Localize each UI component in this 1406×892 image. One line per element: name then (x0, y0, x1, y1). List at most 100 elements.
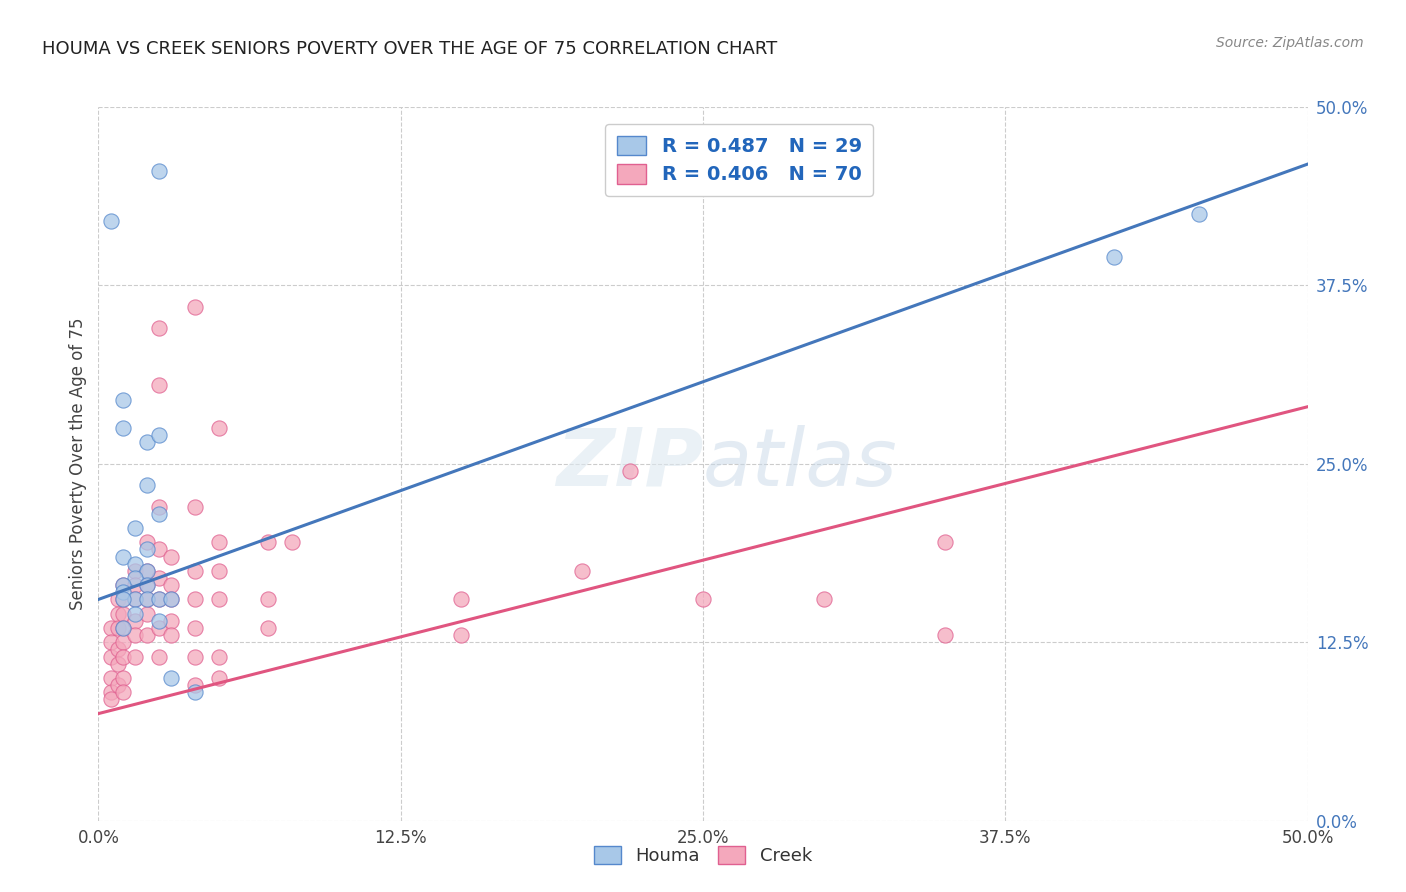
Point (450, 592, 472, 607)
Point (281, 535, 304, 549)
Point (100, 692, 122, 706)
Point (135, 564, 157, 578)
Point (135, 578, 157, 592)
Point (107, 621, 129, 635)
Point (184, 678, 207, 692)
Point (111, 671, 134, 685)
Point (692, 592, 714, 607)
Point (111, 685, 134, 699)
Point (111, 621, 134, 635)
Point (208, 421, 231, 435)
Point (111, 578, 134, 592)
Point (148, 614, 170, 628)
Point (160, 592, 183, 607)
Point (124, 571, 146, 585)
Point (111, 392, 134, 407)
Point (100, 649, 122, 664)
Point (813, 592, 835, 607)
Point (184, 685, 207, 699)
Point (184, 592, 207, 607)
Point (184, 564, 207, 578)
Point (160, 671, 183, 685)
Point (135, 478, 157, 492)
Point (111, 592, 134, 607)
Point (124, 521, 146, 535)
Point (148, 621, 170, 635)
Point (148, 571, 170, 585)
Point (111, 649, 134, 664)
Text: HOUMA VS CREEK SENIORS POVERTY OVER THE AGE OF 75 CORRELATION CHART: HOUMA VS CREEK SENIORS POVERTY OVER THE … (42, 40, 778, 58)
Point (208, 649, 231, 664)
Point (111, 607, 134, 621)
Point (148, 649, 170, 664)
Point (208, 535, 231, 549)
Point (107, 592, 129, 607)
Point (571, 564, 593, 578)
Point (107, 642, 129, 657)
Text: atlas: atlas (703, 425, 898, 503)
Point (124, 649, 146, 664)
Point (619, 464, 641, 478)
Point (148, 428, 170, 442)
Point (256, 592, 278, 607)
Point (934, 628, 956, 642)
Point (124, 578, 146, 592)
Point (100, 685, 122, 699)
Point (107, 678, 129, 692)
Point (148, 592, 170, 607)
Point (135, 607, 157, 621)
Point (450, 628, 472, 642)
Point (135, 628, 157, 642)
Text: Source: ZipAtlas.com: Source: ZipAtlas.com (1216, 36, 1364, 50)
Point (107, 607, 129, 621)
Point (100, 671, 122, 685)
Point (148, 321, 170, 335)
Point (934, 535, 956, 549)
Point (160, 614, 183, 628)
Point (111, 585, 134, 599)
Point (148, 542, 170, 557)
Point (124, 592, 146, 607)
Point (1102, 250, 1125, 264)
Point (135, 535, 157, 549)
Point (148, 592, 170, 607)
Point (124, 592, 146, 607)
Point (1188, 207, 1211, 221)
Point (135, 592, 157, 607)
Point (124, 614, 146, 628)
Point (256, 535, 278, 549)
Point (135, 592, 157, 607)
Point (256, 621, 278, 635)
Point (184, 621, 207, 635)
Point (148, 500, 170, 514)
Point (100, 214, 122, 228)
Point (111, 578, 134, 592)
Point (135, 564, 157, 578)
Point (135, 578, 157, 592)
Point (100, 621, 122, 635)
Point (148, 378, 170, 392)
Point (124, 607, 146, 621)
Point (160, 578, 183, 592)
Point (124, 557, 146, 571)
Point (111, 592, 134, 607)
Point (208, 564, 231, 578)
Point (111, 621, 134, 635)
Point (208, 592, 231, 607)
Point (148, 164, 170, 178)
Point (160, 549, 183, 564)
Point (135, 542, 157, 557)
Point (184, 300, 207, 314)
Point (208, 671, 231, 685)
Point (148, 507, 170, 521)
Text: ZIP: ZIP (555, 425, 703, 503)
Point (160, 628, 183, 642)
Point (107, 657, 129, 671)
Point (100, 635, 122, 649)
Point (111, 421, 134, 435)
Point (184, 500, 207, 514)
Point (124, 564, 146, 578)
Point (160, 592, 183, 607)
Point (135, 435, 157, 450)
Point (124, 628, 146, 642)
